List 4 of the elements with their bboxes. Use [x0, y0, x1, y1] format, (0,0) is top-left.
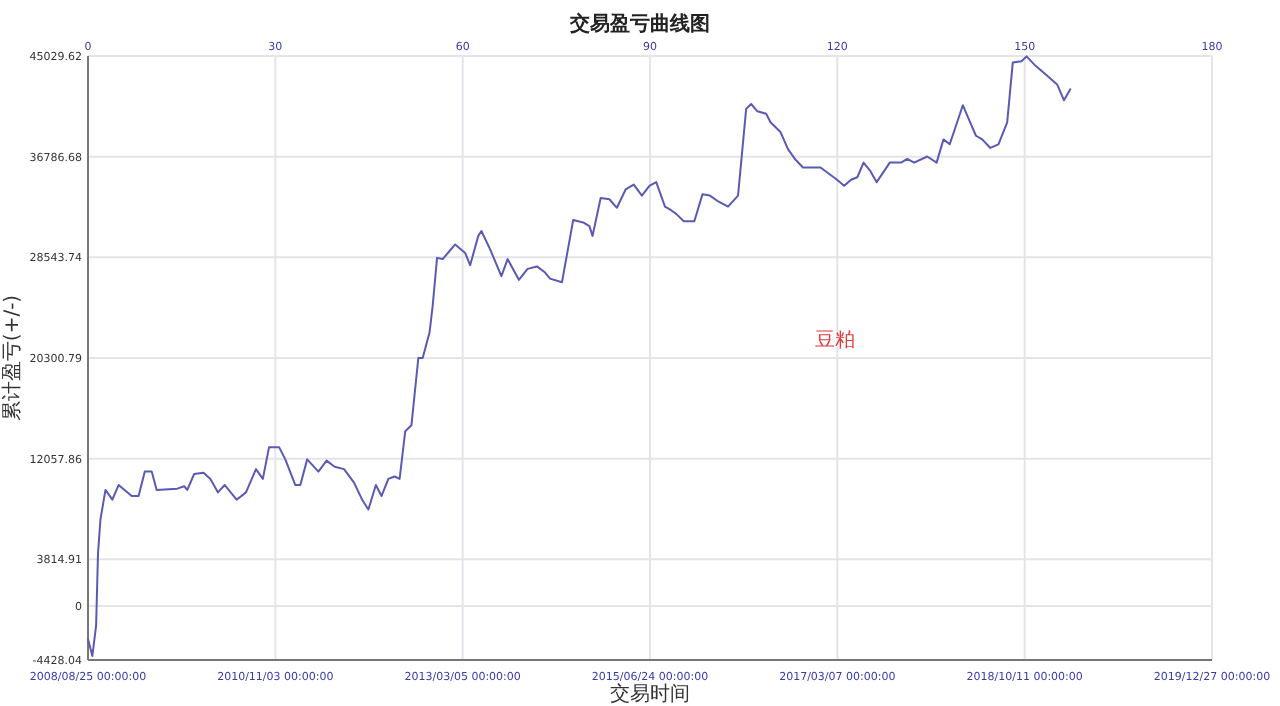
x-axis-title: 交易时间 [610, 682, 690, 706]
annotation: 豆粕 [815, 329, 856, 352]
chart-title: 交易盈亏曲线图 [568, 12, 710, 36]
y-axis-title: 累计盈亏(+/-) [0, 294, 24, 422]
